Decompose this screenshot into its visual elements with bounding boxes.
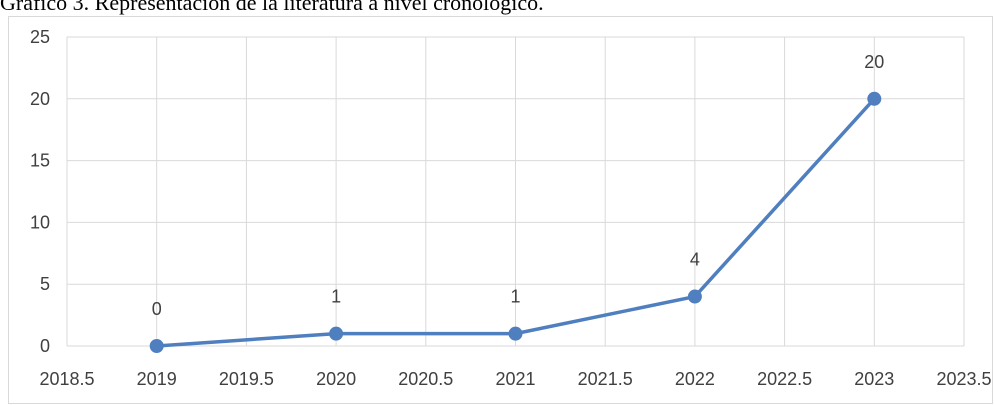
data-point	[149, 339, 164, 353]
data-point	[867, 91, 882, 106]
chart-frame	[8, 16, 993, 404]
data-point	[329, 326, 344, 341]
data-label: 1	[331, 287, 341, 307]
data-point	[687, 289, 702, 304]
y-tick-label: 0	[40, 336, 50, 356]
x-tick-label: 2021	[495, 369, 535, 389]
data-label: 0	[152, 299, 162, 319]
x-tick-label: 2022.5	[757, 369, 812, 389]
x-tick-label: 2020.5	[398, 369, 453, 389]
x-tick-label: 2019.5	[219, 369, 274, 389]
y-tick-label: 20	[30, 89, 50, 109]
y-tick-label: 25	[30, 27, 50, 47]
data-label: 1	[510, 287, 520, 307]
x-tick-label: 2018.5	[39, 369, 94, 389]
x-tick-label: 2019	[137, 369, 177, 389]
x-tick-label: 2020	[316, 369, 356, 389]
data-label: 4	[690, 250, 700, 270]
y-tick-label: 15	[30, 151, 50, 171]
y-tick-label: 5	[40, 274, 50, 294]
x-tick-label: 2022	[675, 369, 715, 389]
y-tick-label: 10	[30, 212, 50, 232]
data-point	[508, 326, 523, 341]
x-tick-label: 2023	[854, 369, 894, 389]
x-tick-label: 2021.5	[578, 369, 633, 389]
x-tick-label: 2023.5	[936, 369, 991, 389]
figure-caption: Gráfico 3. Representación de la literatu…	[0, 0, 544, 15]
data-label: 20	[864, 52, 884, 72]
